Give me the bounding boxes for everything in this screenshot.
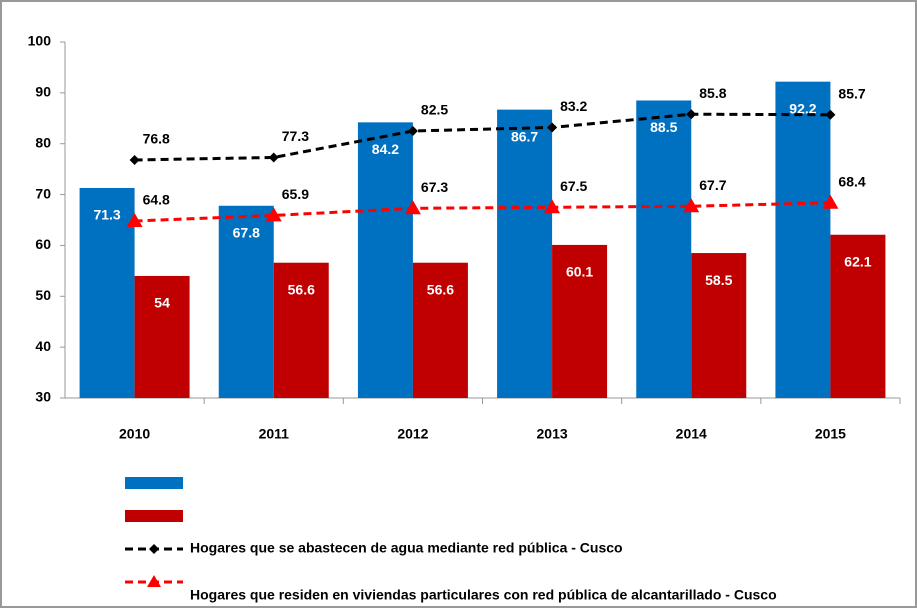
data-label-box: [506, 126, 543, 147]
y-tick-label: 70: [35, 185, 51, 201]
data-label: 92.2: [789, 100, 816, 116]
data-label: 67.3: [421, 179, 448, 195]
data-label: 65.9: [282, 186, 309, 202]
data-label: 67.8: [233, 224, 260, 240]
y-tick-label: 30: [35, 389, 51, 405]
data-label: 68.4: [838, 173, 865, 189]
data-label: 56.6: [427, 281, 454, 297]
data-label-box: [89, 204, 125, 225]
data-label-box: [701, 269, 737, 290]
legend-marker: [147, 575, 161, 587]
data-label-box: [646, 117, 682, 138]
data-label: 54: [154, 295, 170, 311]
x-tick-label: 2013: [537, 426, 568, 442]
data-label: 60.1: [566, 264, 593, 280]
legend-swatch: [125, 510, 183, 522]
data-label-box: [150, 292, 175, 313]
data-label: 85.7: [838, 85, 865, 101]
data-label: 76.8: [143, 131, 170, 147]
y-tick-label: 40: [35, 338, 51, 354]
legend-label: Hogares que se abastecen de agua mediant…: [190, 540, 623, 556]
data-label: 83.2: [560, 98, 587, 114]
x-tick-label: 2010: [119, 426, 150, 442]
data-label: 67.7: [699, 177, 726, 193]
line-marker: [825, 109, 836, 120]
data-label: 82.5: [421, 102, 448, 118]
y-tick-label: 100: [28, 33, 52, 49]
data-label-box: [283, 279, 320, 300]
bar: [636, 100, 692, 398]
data-label: 88.5: [650, 119, 677, 135]
line-marker: [126, 213, 143, 228]
data-label: 77.3: [282, 128, 309, 144]
y-tick-label: 60: [35, 236, 51, 252]
data-label-box: [840, 251, 876, 272]
data-label: 58.5: [705, 272, 732, 288]
line-marker: [407, 126, 418, 136]
data-label: 71.3: [93, 207, 120, 223]
line-marker: [129, 154, 140, 165]
line-marker: [686, 109, 697, 120]
data-label-box: [561, 261, 598, 282]
bar: [357, 122, 413, 399]
data-label: 84.2: [372, 141, 399, 157]
data-label: 56.6: [288, 281, 315, 297]
x-tick-label: 2012: [397, 426, 428, 442]
x-tick-label: 2014: [676, 426, 707, 442]
line-marker: [683, 198, 700, 213]
line-marker: [547, 122, 558, 133]
data-label: 62.1: [844, 253, 871, 269]
legend-label: Hogares que residen en viviendas particu…: [190, 587, 777, 603]
line-marker: [404, 200, 421, 215]
data-label-box: [228, 222, 265, 243]
y-tick-label: 50: [35, 287, 51, 303]
line-marker: [544, 199, 561, 214]
line-marker: [822, 194, 839, 209]
data-label-box: [367, 139, 404, 160]
data-label: 85.8: [699, 85, 726, 101]
data-label: 64.8: [143, 192, 170, 208]
legend-marker: [149, 544, 159, 554]
x-tick-label: 2015: [815, 426, 846, 442]
y-tick-label: 80: [35, 134, 51, 150]
data-label: 86.7: [511, 128, 538, 144]
legend-swatch: [125, 477, 183, 489]
data-label-box: [422, 279, 459, 300]
x-tick-label: 2011: [259, 426, 290, 442]
line-marker: [265, 207, 282, 222]
line-marker: [268, 152, 279, 163]
y-tick-label: 90: [35, 84, 51, 100]
data-label: 67.5: [560, 178, 587, 194]
bar: [497, 109, 553, 398]
bar: [775, 81, 831, 398]
